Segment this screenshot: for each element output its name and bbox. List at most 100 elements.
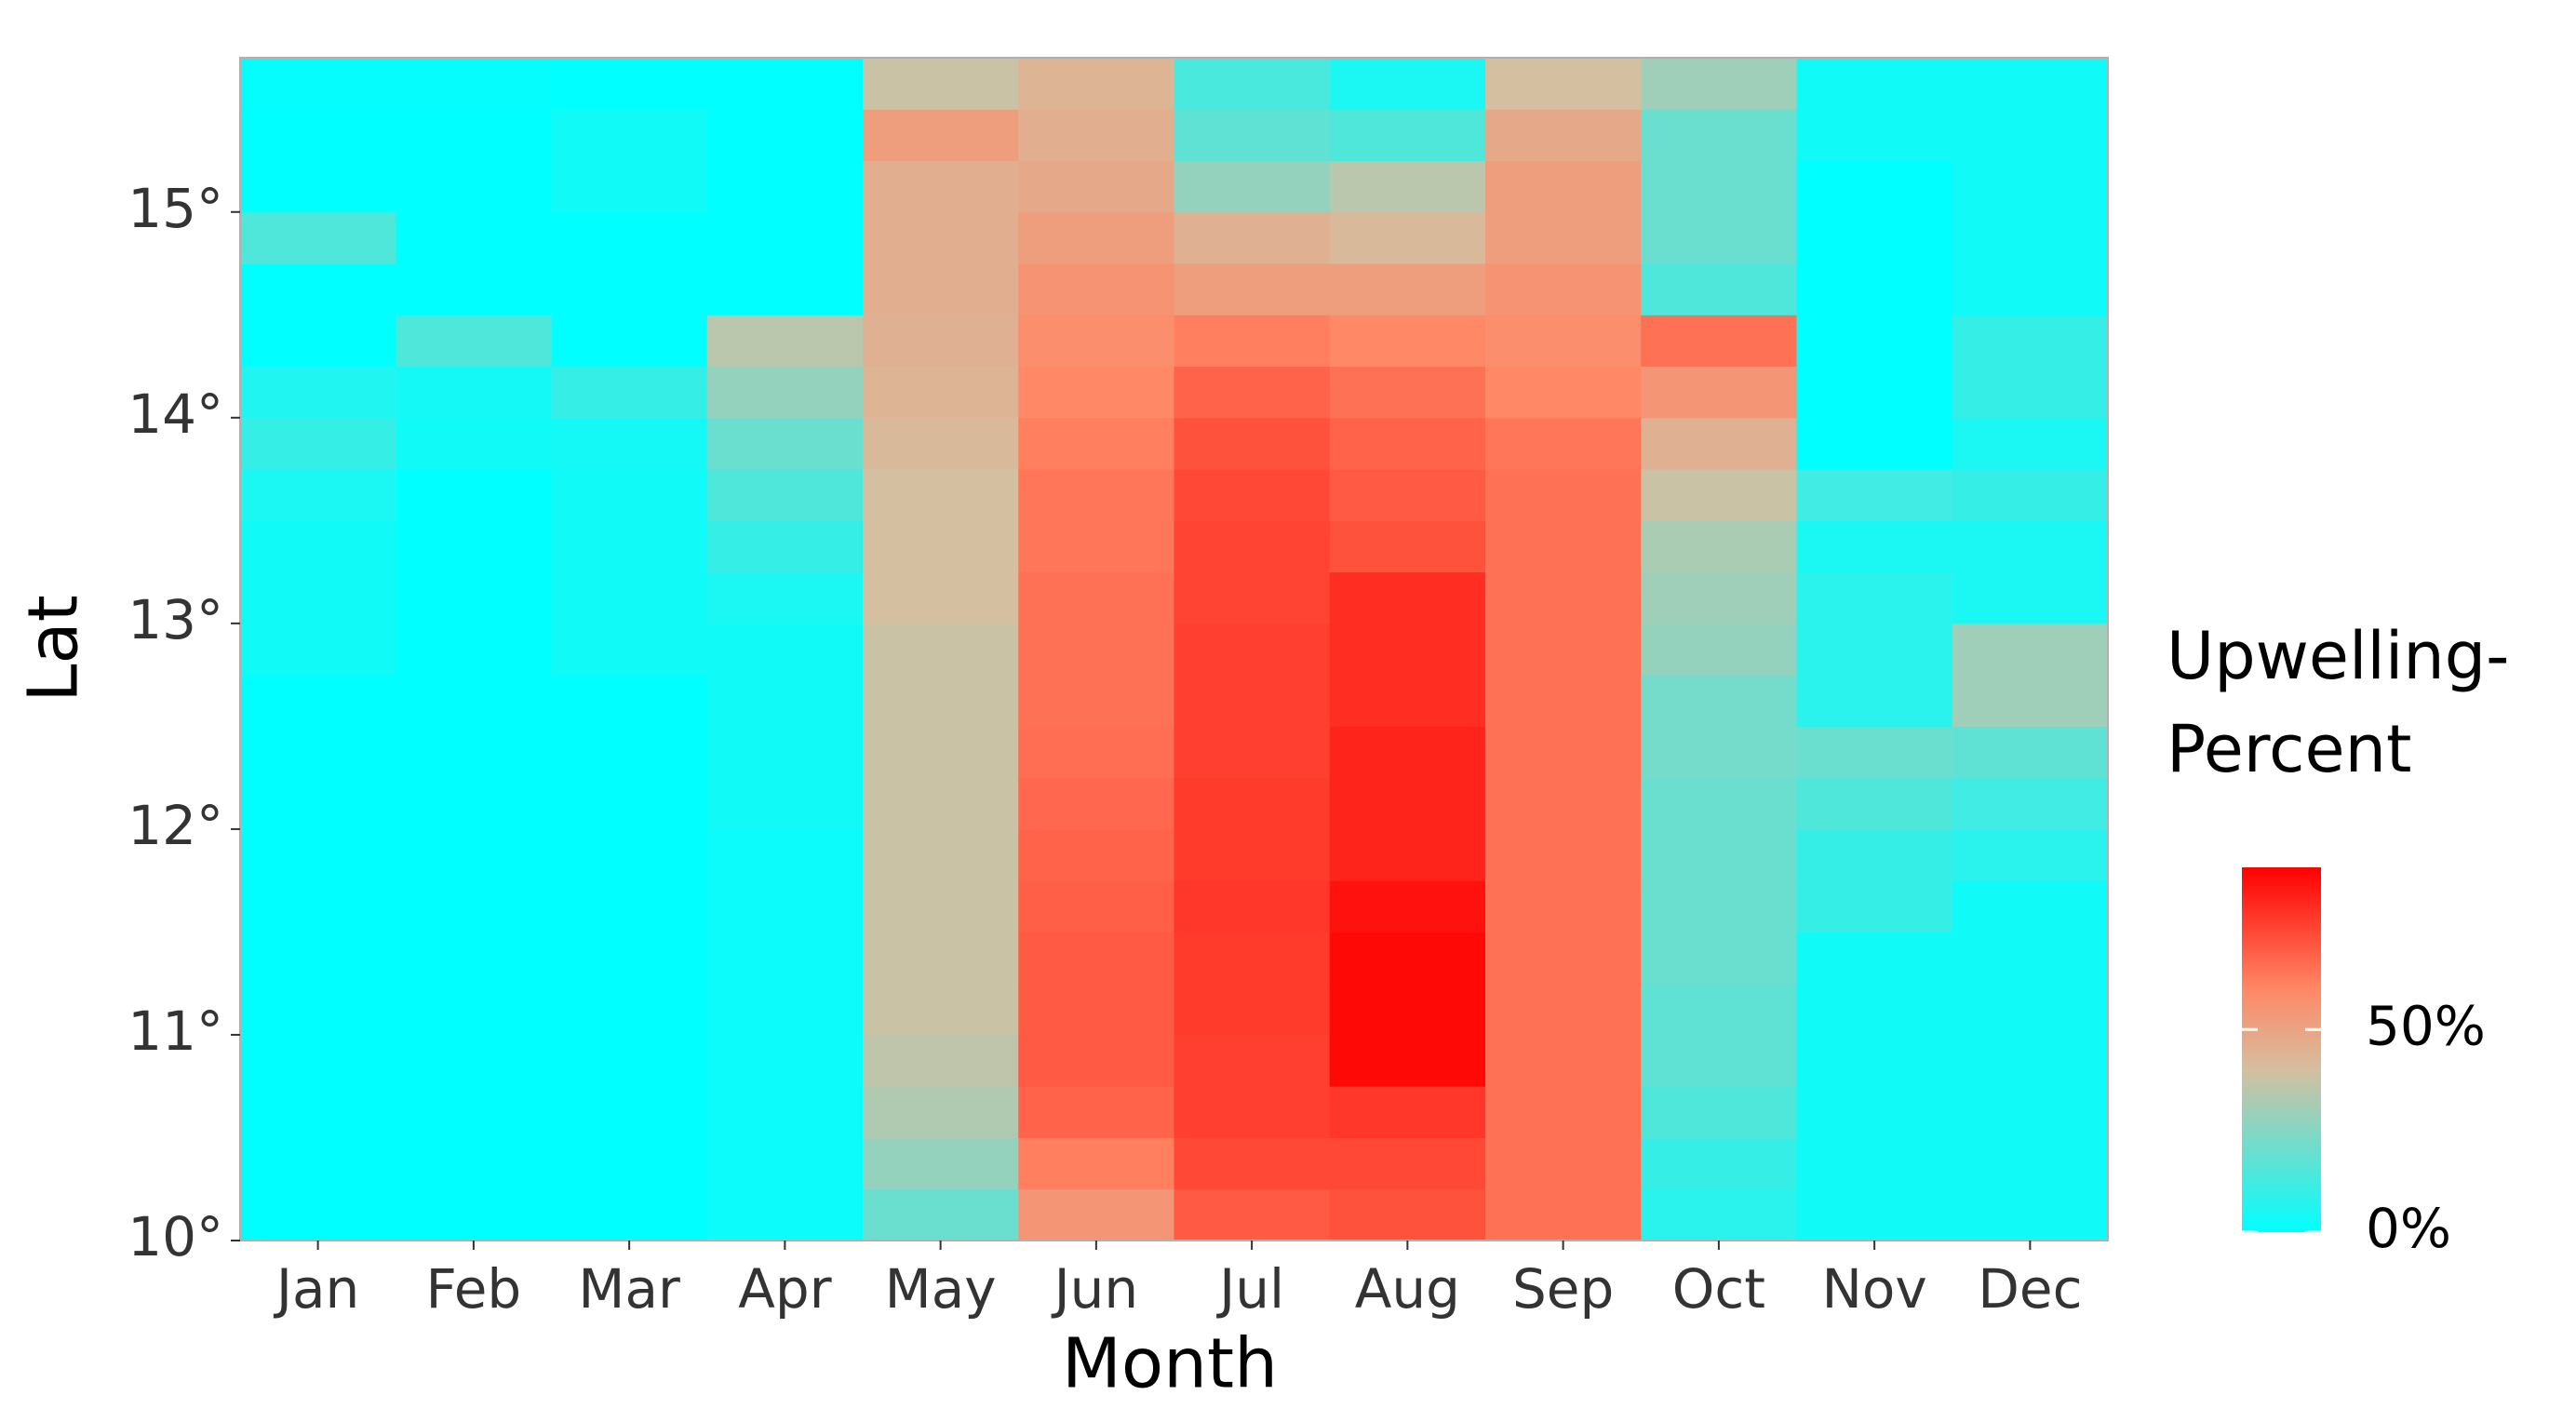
heatmap-cell xyxy=(1329,1086,1486,1138)
heatmap-cell xyxy=(706,1034,864,1087)
heatmap-cell xyxy=(1018,263,1174,315)
heatmap-cell xyxy=(1485,675,1642,727)
heatmap-cell xyxy=(1174,675,1331,727)
heatmap-cell xyxy=(1485,160,1642,213)
heatmap-cell xyxy=(551,777,708,830)
heatmap-cell xyxy=(1796,160,1953,213)
heatmap-cell xyxy=(863,777,1019,830)
heatmap-cell xyxy=(863,983,1019,1036)
heatmap-cell xyxy=(240,623,396,676)
heatmap-cell xyxy=(1641,828,1797,881)
heatmap-cell xyxy=(1329,109,1486,162)
colorbar-label: 50% xyxy=(2366,994,2486,1057)
heatmap-cell xyxy=(1018,675,1174,727)
heatmap-cell xyxy=(706,58,864,110)
heatmap-cell xyxy=(240,1034,396,1087)
heatmap-cell xyxy=(863,1137,1019,1190)
heatmap-cell xyxy=(1174,160,1331,213)
y-tick-label: 10° xyxy=(127,1205,223,1268)
heatmap-cell xyxy=(1952,1034,2109,1087)
heatmap-cell xyxy=(1018,1086,1174,1138)
heatmap-cell xyxy=(240,315,396,368)
heatmap-cell xyxy=(240,58,396,110)
y-tick-label: 13° xyxy=(127,588,223,651)
heatmap-cell xyxy=(1018,417,1174,470)
heatmap-cell xyxy=(1329,571,1486,624)
heatmap-cell xyxy=(1329,726,1486,779)
heatmap-cell xyxy=(1952,109,2109,162)
heatmap-cell xyxy=(1796,109,1953,162)
heatmap-cell xyxy=(706,932,864,985)
heatmap-cell xyxy=(1174,211,1331,264)
heatmap-cell xyxy=(1485,109,1642,162)
heatmap-cell xyxy=(1485,726,1642,779)
colorbar xyxy=(2242,867,2321,1232)
heatmap-cell xyxy=(1329,58,1486,110)
heatmap-cell xyxy=(1174,263,1331,315)
heatmap-cell xyxy=(396,983,552,1036)
heatmap-cell xyxy=(551,1034,708,1087)
heatmap-cell xyxy=(706,1086,864,1138)
heatmap-cell xyxy=(1641,366,1797,419)
heatmap-cell xyxy=(1018,777,1174,830)
heatmap-cell xyxy=(706,983,864,1036)
heatmap-cell xyxy=(1796,880,1953,932)
heatmap-cell xyxy=(1485,777,1642,830)
heatmap-cell xyxy=(1018,520,1174,573)
heatmap-cell xyxy=(1485,623,1642,676)
heatmap-cell xyxy=(1641,58,1797,110)
heatmap-cell xyxy=(1329,417,1486,470)
heatmap-cell xyxy=(1329,880,1486,932)
heatmap-cell xyxy=(396,932,552,985)
heatmap-cell xyxy=(1174,366,1331,419)
x-tick-label: May xyxy=(885,1257,997,1321)
heatmap-cell xyxy=(1796,1086,1953,1138)
heatmap-cell xyxy=(551,880,708,932)
heatmap-cell xyxy=(863,828,1019,881)
heatmap-cell xyxy=(1641,726,1797,779)
heatmap-cell xyxy=(1641,675,1797,727)
heatmap-cell xyxy=(1952,932,2109,985)
heatmap-cell xyxy=(1485,932,1642,985)
heatmap-cell xyxy=(1174,932,1331,985)
heatmap-cell xyxy=(240,417,396,470)
heatmap-cell xyxy=(1641,109,1797,162)
heatmap-cell xyxy=(1485,1034,1642,1087)
heatmap-cell xyxy=(396,160,552,213)
heatmap-cell xyxy=(1485,1137,1642,1190)
heatmap-cell xyxy=(863,675,1019,727)
heatmap-cell xyxy=(551,571,708,624)
heatmap-cell xyxy=(240,211,396,264)
x-tick-label: Dec xyxy=(1978,1257,2082,1321)
heatmap-cell xyxy=(1641,211,1797,264)
heatmap-cell xyxy=(1485,263,1642,315)
heatmap-cell xyxy=(1796,1188,1953,1241)
heatmap-cell xyxy=(706,675,864,727)
heatmap-cell xyxy=(1329,469,1486,521)
x-tick-label: Feb xyxy=(426,1257,522,1321)
heatmap-cell xyxy=(1952,880,2109,932)
heatmap-cell xyxy=(1796,828,1953,881)
heatmap-cell xyxy=(396,211,552,264)
heatmap-cell xyxy=(396,1034,552,1087)
heatmap-cell xyxy=(1485,211,1642,264)
heatmap-cell xyxy=(1641,571,1797,624)
heatmap-cell xyxy=(1641,1086,1797,1138)
heatmap-cell xyxy=(1641,315,1797,368)
heatmap-cell xyxy=(1952,58,2109,110)
heatmap-cell xyxy=(240,675,396,727)
heatmap-cell xyxy=(396,777,552,830)
x-tick-label: Oct xyxy=(1672,1257,1765,1321)
heatmap-cell xyxy=(396,58,552,110)
heatmap-cell xyxy=(1329,777,1486,830)
heatmap-cell xyxy=(1174,520,1331,573)
heatmap-cell xyxy=(1174,469,1331,521)
heatmap-cell xyxy=(863,160,1019,213)
heatmap-cell xyxy=(706,263,864,315)
x-tick-label: Nov xyxy=(1822,1257,1927,1321)
legend-title: Upwelling- xyxy=(2167,618,2509,694)
heatmap-cell xyxy=(1485,315,1642,368)
heatmap-cell xyxy=(396,315,552,368)
heatmap-cell xyxy=(551,1137,708,1190)
heatmap-cell xyxy=(1952,160,2109,213)
